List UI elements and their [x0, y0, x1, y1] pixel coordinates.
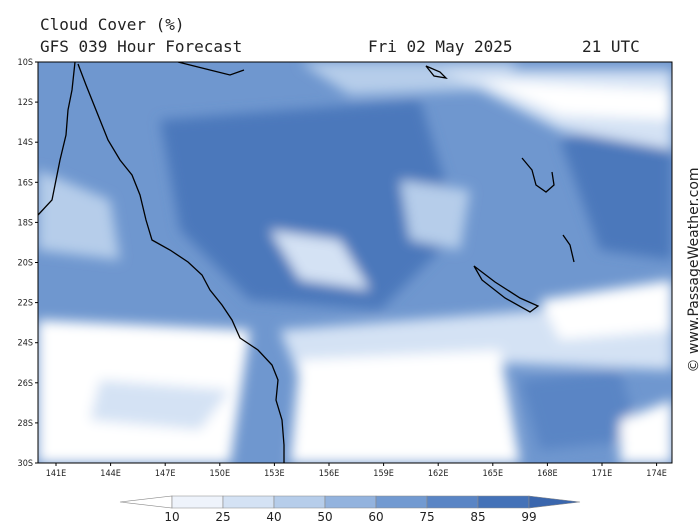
colorbar-segment: [119, 495, 173, 509]
colorbar-label: 75: [419, 510, 434, 524]
lat-label: 22S: [18, 299, 33, 309]
cloud-field: [38, 62, 672, 463]
lon-label: 162E: [428, 469, 449, 479]
colorbar-label: 40: [266, 510, 281, 524]
lat-label: 30S: [18, 459, 33, 469]
lat-label: 12S: [18, 98, 33, 108]
lat-label: 10S: [18, 58, 33, 68]
colorbar-segment: [324, 495, 377, 509]
subtitle: GFS 039 Hour Forecast: [40, 37, 242, 56]
colorbar-segment: [426, 495, 479, 509]
lat-label: 14S: [18, 138, 33, 148]
lon-label: 153E: [264, 469, 285, 479]
colorbar-segment: [171, 495, 224, 509]
lon-label: 168E: [537, 469, 558, 479]
forecast-time: 21 UTC: [582, 37, 640, 56]
colorbar-label: 85: [470, 510, 485, 524]
lat-label: 18S: [18, 218, 33, 228]
lon-label: 174E: [646, 469, 667, 479]
colorbar-label: 25: [215, 510, 230, 524]
colorbar-segment: [477, 495, 530, 509]
colorbar-label: 50: [317, 510, 332, 524]
colorbar-segment: [375, 495, 428, 509]
lon-label: 159E: [373, 469, 394, 479]
colorbar-segment: [273, 495, 326, 509]
colorbar-label: 10: [164, 510, 179, 524]
lat-label: 24S: [18, 339, 33, 349]
lon-label: 147E: [155, 469, 176, 479]
lon-label: 156E: [319, 469, 340, 479]
title: Cloud Cover (%): [40, 15, 185, 34]
credit: © www.PassageWeather.com: [686, 167, 700, 372]
lon-label: 171E: [592, 469, 613, 479]
lat-label: 16S: [18, 178, 33, 188]
lat-label: 20S: [18, 259, 33, 269]
colorbar-segment: [222, 495, 275, 509]
colorbar-segment: [528, 495, 581, 509]
lon-label: 150E: [210, 469, 231, 479]
colorbar-label: 60: [368, 510, 383, 524]
lon-label: 144E: [100, 469, 121, 479]
colorbar-label: 99: [521, 510, 536, 524]
lat-label: 28S: [18, 419, 33, 429]
lat-label: 26S: [18, 379, 33, 389]
lon-label: 165E: [483, 469, 504, 479]
forecast-date: Fri 02 May 2025: [368, 37, 513, 56]
lon-label: 141E: [46, 469, 67, 479]
